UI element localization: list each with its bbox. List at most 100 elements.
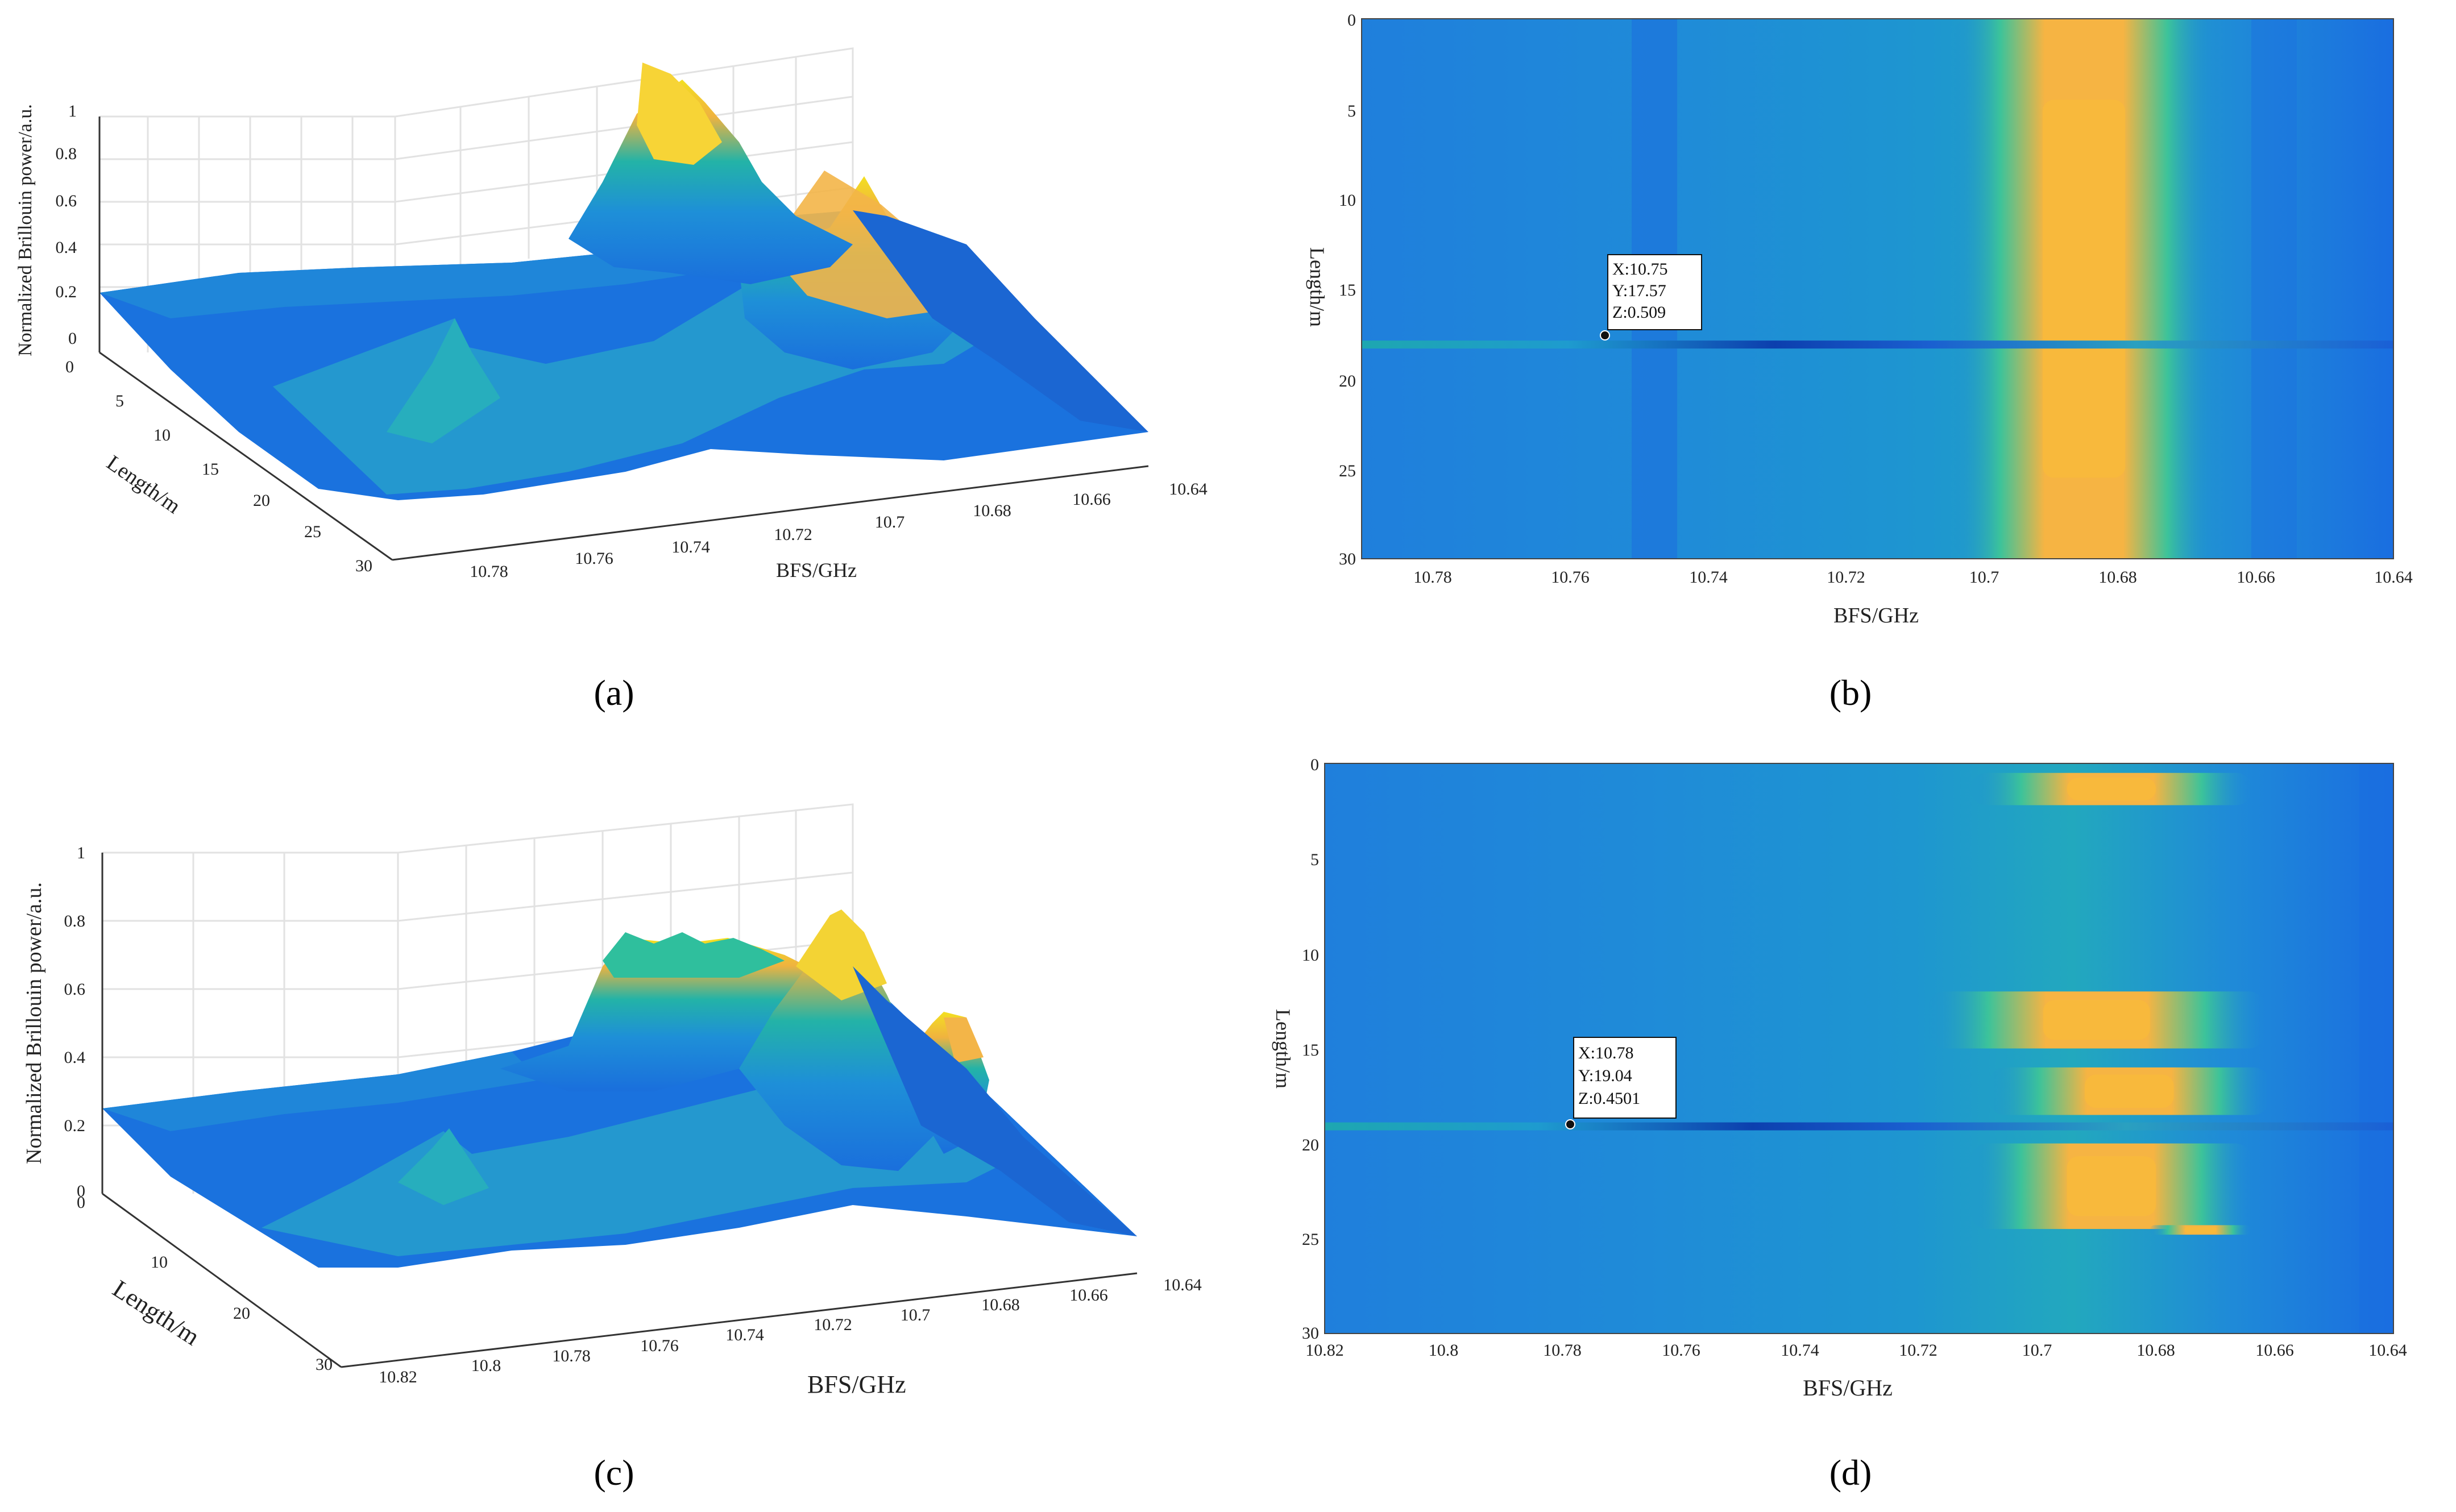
- panel-c-surface: [102, 909, 1137, 1268]
- panel-d-datatip-marker: [1565, 1119, 1575, 1129]
- panel-c-x-tick: 10.68: [981, 1295, 1020, 1314]
- panel-d-x-label: BFS/GHz: [1803, 1375, 1893, 1401]
- panel-d-x-ticks: 10.82 10.8 10.78 10.76 10.74 10.72 10.7 …: [1305, 1341, 2407, 1360]
- panel-b-x-tick: 10.7: [1969, 568, 1999, 587]
- panel-d-y-tick: 25: [1302, 1230, 1319, 1249]
- panel-b-axes: [1361, 18, 2394, 559]
- panel-b-y-tick: 0: [1347, 11, 1356, 30]
- panel-c-y-label: Length/m: [108, 1274, 205, 1351]
- panel-c-z-tick: 0.8: [64, 912, 86, 931]
- panel-c-z-tick: 0.2: [64, 1116, 86, 1135]
- panel-b-y-tick: 10: [1339, 191, 1356, 210]
- panel-d-hot-core: [2067, 1156, 2156, 1216]
- panel-b-datatip-x: X:10.75: [1612, 260, 1668, 279]
- panel-c-label: (c): [594, 1452, 634, 1493]
- panel-b-y-tick: 5: [1347, 102, 1356, 121]
- panel-d-y-tick: 15: [1302, 1041, 1319, 1060]
- panel-a-y-tick: 10: [154, 426, 171, 445]
- panel-a-x-tick: 10.64: [1169, 480, 1208, 499]
- panel-d-y-ticks: 0 5 10 15 20 25 30: [1302, 755, 1319, 1343]
- panel-a-z-tick: 0.4: [56, 238, 77, 257]
- panel-b-datatip-marker: [1600, 330, 1610, 340]
- panel-c-y-tick: 20: [233, 1304, 250, 1323]
- panel-a-z-tick: 0.6: [56, 192, 77, 210]
- panel-b-x-tick: 10.76: [1551, 568, 1590, 587]
- panel-a-y-tick: 5: [115, 392, 124, 410]
- panel-b-heatmap-bg: [1362, 19, 2393, 559]
- panel-c-z-ticks: 1 0.8 0.6 0.4 0.2 0: [64, 844, 86, 1201]
- panel-d-x-tick: 10.66: [2255, 1341, 2294, 1360]
- panel-d-x-tick: 10.68: [2136, 1341, 2175, 1360]
- panel-d-x-tick: 10.8: [1429, 1341, 1459, 1360]
- panel-d-hot-core: [2043, 1000, 2150, 1040]
- panel-d-x-tick: 10.74: [1781, 1341, 1819, 1360]
- panel-a-y-tick: 0: [65, 358, 74, 376]
- panel-c-surface-plot: 1 0.8 0.6 0.4 0.2 0 Normalized Brillouin…: [22, 803, 1202, 1493]
- panel-a-y-tick: 15: [202, 460, 219, 479]
- panel-c-x-ticks: 10.82 10.8 10.78 10.76 10.74 10.72 10.7 …: [379, 1276, 1202, 1386]
- panel-c-z-tick: 0.4: [64, 1048, 86, 1067]
- panel-b-y-tick: 25: [1339, 462, 1356, 480]
- panel-a-y-tick: 25: [304, 522, 321, 541]
- panel-b-y-label: Length/m: [1306, 247, 1329, 327]
- panel-d-label: (d): [1829, 1452, 1872, 1493]
- panel-b-datatip[interactable]: X:10.75 Y:17.57 Z:0.509: [1600, 254, 1702, 340]
- panel-a-label: (a): [594, 672, 634, 713]
- panel-b-label: (b): [1829, 672, 1872, 713]
- panel-a-x-tick: 10.7: [875, 513, 905, 531]
- panel-d-datatip-x: X:10.78: [1578, 1044, 1634, 1062]
- panel-c-x-tick: 10.82: [379, 1368, 417, 1386]
- panel-c-y-tick: 10: [151, 1253, 168, 1272]
- panel-b-x-tick: 10.74: [1689, 568, 1728, 587]
- panel-b-x-tick: 10.78: [1413, 568, 1452, 587]
- panel-b-datatip-z: Z:0.509: [1612, 303, 1666, 322]
- panel-d-y-tick: 0: [1310, 755, 1319, 774]
- panel-d-hot-core: [2184, 1226, 2217, 1233]
- panel-d-dark-line-band: [1325, 1122, 2393, 1131]
- panel-c-x-tick: 10.78: [552, 1347, 591, 1365]
- panel-d-y-tick: 5: [1310, 850, 1319, 869]
- panel-d-x-tick: 10.76: [1662, 1341, 1700, 1360]
- panel-d-datatip[interactable]: X:10.78 Y:19.04 Z:0.4501: [1565, 1037, 1677, 1129]
- panel-d-y-label: Length/m: [1272, 1009, 1295, 1089]
- panel-b-blue-band: [2251, 19, 2297, 559]
- panel-a-x-tick: 10.68: [973, 501, 1011, 520]
- panel-a-x-label: BFS/GHz: [776, 559, 857, 581]
- panel-d-hot-core: [2084, 1074, 2174, 1108]
- panel-d-x-tick: 10.7: [2022, 1341, 2052, 1360]
- panel-c-y-tick: 30: [316, 1355, 333, 1374]
- panel-a-y-tick: 20: [253, 491, 270, 510]
- panel-d-x-tick: 10.78: [1543, 1341, 1582, 1360]
- panel-a-z-tick: 0: [68, 329, 77, 348]
- panel-d-y-tick: 10: [1302, 946, 1319, 965]
- panel-c-x-tick: 10.72: [814, 1315, 852, 1334]
- panel-b-x-tick: 10.66: [2237, 568, 2275, 587]
- panel-b-y-ticks: 0 5 10 15 20 25 30: [1339, 11, 1356, 568]
- panel-c-z-label: Normalized Brillouin power/a.u.: [22, 882, 46, 1164]
- panel-b-y-tick: 20: [1339, 372, 1356, 391]
- panel-c-y-ticks: 0 10 20 30: [77, 1193, 333, 1374]
- panel-a-x-tick: 10.76: [575, 549, 613, 568]
- panel-a-axes: [98, 117, 1149, 561]
- panel-c-x-tick: 10.7: [901, 1306, 931, 1324]
- panel-a-x-tick: 10.66: [1072, 490, 1111, 509]
- panel-b-y-tick: 30: [1339, 550, 1356, 568]
- panel-a-x-tick: 10.72: [774, 525, 812, 544]
- panel-b-y-tick: 15: [1339, 281, 1356, 300]
- panel-a-surface: [99, 63, 1148, 500]
- panel-b-hot-bands: [1953, 19, 2215, 559]
- panel-d-hot-core: [2067, 778, 2156, 801]
- panel-d-dark-line: [1325, 1122, 2393, 1131]
- panel-d-datatip-y: Y:19.04: [1578, 1066, 1632, 1085]
- panel-c-x-tick: 10.8: [471, 1356, 501, 1375]
- panel-b-x-ticks: 10.78 10.76 10.74 10.72 10.7 10.68 10.66…: [1413, 568, 2413, 587]
- panel-a-x-tick: 10.74: [671, 538, 710, 556]
- panel-b-dark-line: [1362, 340, 2393, 349]
- panel-c-z-tick: 0: [77, 1182, 85, 1201]
- panel-c-x-tick: 10.64: [1163, 1276, 1202, 1294]
- panel-c-x-tick: 10.76: [640, 1336, 679, 1355]
- panel-d-datatip-box: [1573, 1037, 1677, 1119]
- panel-c-x-label: BFS/GHz: [807, 1370, 906, 1398]
- panel-a-z-tick: 0.8: [56, 144, 77, 163]
